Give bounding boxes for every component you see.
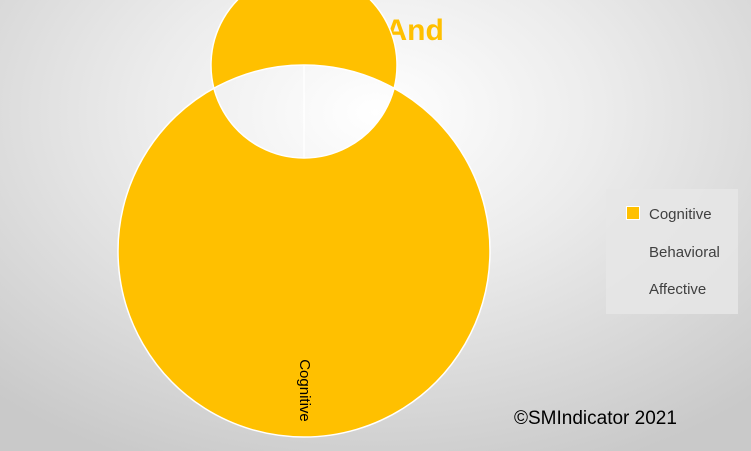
legend-label: Affective bbox=[649, 281, 707, 298]
legend-swatch-affective bbox=[626, 281, 640, 295]
donut-slice-cognitive bbox=[117, 0, 491, 438]
legend-label: Behavioral bbox=[649, 244, 720, 261]
legend: Cognitive Behavioral Affective bbox=[606, 189, 738, 314]
legend-label: Cognitive bbox=[649, 206, 712, 223]
legend-swatch-behavioral bbox=[626, 244, 640, 258]
legend-item-behavioral: Behavioral bbox=[626, 243, 720, 263]
legend-item-affective: Affective bbox=[626, 280, 706, 300]
legend-swatch-cognitive bbox=[626, 206, 640, 220]
copyright-text: ©SMIndicator 2021 bbox=[514, 408, 677, 429]
data-label-cognitive: Cognitive bbox=[296, 359, 313, 422]
legend-item-cognitive: Cognitive bbox=[626, 205, 712, 225]
